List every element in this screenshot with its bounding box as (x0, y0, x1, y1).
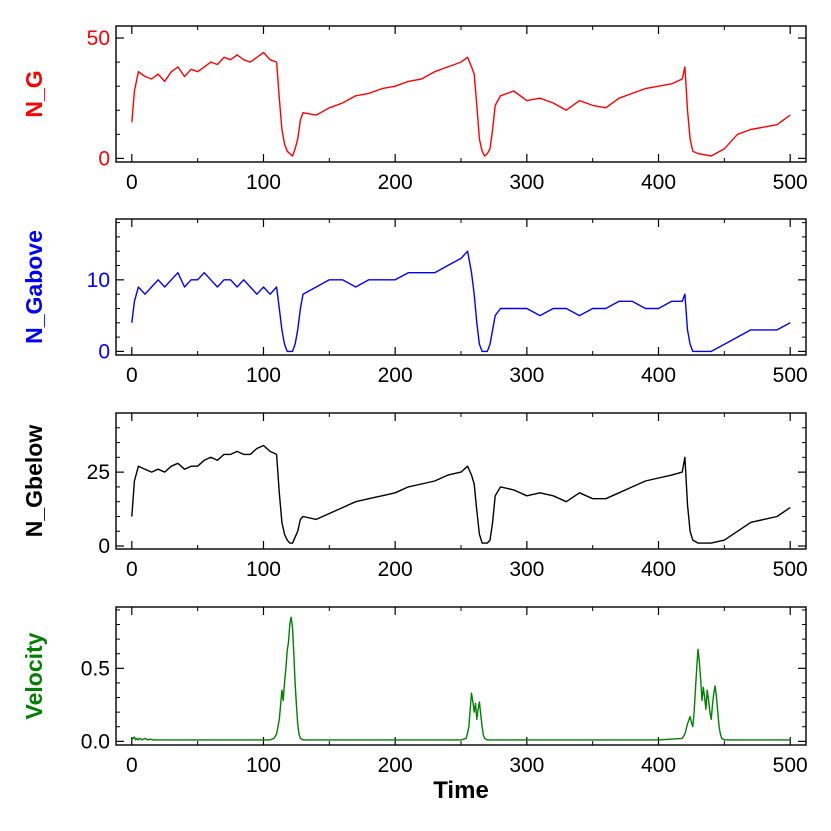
panel3-xtick-label: 300 (509, 558, 544, 581)
panel1-series-line (131, 51, 791, 157)
panel4-xtick-label: 500 (773, 754, 808, 777)
panel4-ytick-label: 0.0 (81, 730, 110, 753)
panel3-series-line (131, 444, 791, 544)
panel2-xtick-label: 200 (378, 364, 413, 387)
panel1-ytick-label: 50 (87, 27, 110, 50)
panel3-ytick-label: 0 (98, 535, 110, 558)
panel2-ylabel: N_Gabove (21, 230, 47, 344)
panel1-xtick-label: 0 (126, 171, 138, 194)
panel2-xtick-label: 400 (641, 364, 676, 387)
panel2-ytick-label: 0 (98, 340, 110, 363)
panel1-xtick-label: 500 (773, 171, 808, 194)
panel4-xtick-label: 200 (378, 754, 413, 777)
panel3-xtick-label: 0 (126, 558, 138, 581)
panel4-frame (115, 606, 807, 746)
panel4-xtick-label: 300 (509, 754, 544, 777)
panel2-xtick-label: 300 (509, 364, 544, 387)
panel2-xtick-label: 100 (246, 364, 281, 387)
panel3-xtick-label: 500 (773, 558, 808, 581)
panel1-frame (115, 25, 807, 163)
panel3-ylabel: N_Gbelow (21, 425, 47, 538)
panel2-series-line (131, 250, 791, 353)
panel1-ytick-label: 0 (98, 147, 110, 170)
panel2-xtick-label: 500 (773, 364, 808, 387)
panel4-xtick-label: 0 (126, 754, 138, 777)
panel3-xtick-label: 200 (378, 558, 413, 581)
panel1-xtick-label: 400 (641, 171, 676, 194)
panel2-frame (115, 218, 807, 356)
panel2-xtick-label: 0 (126, 364, 138, 387)
panel3-xtick-label: 100 (246, 558, 281, 581)
panel1-xtick-label: 300 (509, 171, 544, 194)
panel4-series-line (131, 616, 791, 741)
panel4-xtick-label: 400 (641, 754, 676, 777)
panel4-xtick-label: 100 (246, 754, 281, 777)
panel3-frame (115, 412, 807, 550)
panel4-ylabel: Velocity (21, 632, 47, 719)
panel1-xtick-label: 100 (246, 171, 281, 194)
panel1-xtick-label: 200 (378, 171, 413, 194)
panel2-ytick-label: 10 (87, 269, 110, 292)
panel4-ytick-label: 0.5 (81, 657, 110, 680)
panel4-xlabel: Time (433, 777, 489, 804)
panel1-ylabel: N_G (21, 70, 47, 117)
panel3-xtick-label: 400 (641, 558, 676, 581)
panel3-ytick-label: 25 (87, 461, 110, 484)
